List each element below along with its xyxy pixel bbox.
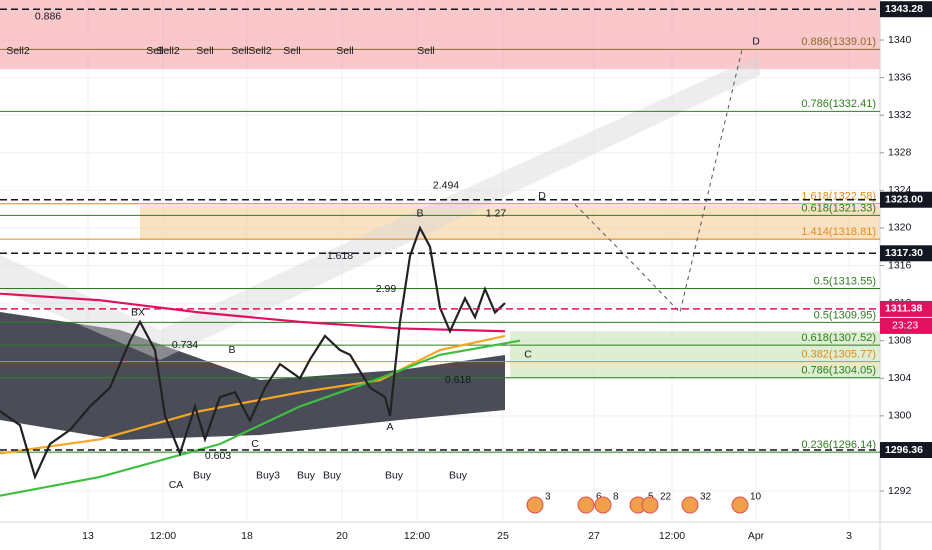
fib-label: 0.618(1321.33) [801,202,876,214]
y-tick-label: 1300 [888,410,912,422]
x-tick-label: 3 [846,530,852,542]
y-tick-label: 1292 [888,485,912,497]
fib-label: 0.886(1339.01) [801,36,876,48]
price-tag [880,191,932,208]
countdown: 23:23 [892,320,918,332]
y-tick-label: 1320 [888,222,912,234]
event-count: 22 [660,492,672,503]
annotation: BX [131,306,145,318]
annotation: Sell [336,45,354,57]
annotation: Sell [231,45,249,57]
annotation: 0.618 [445,374,471,386]
price-line [0,334,506,455]
event-icon [731,496,749,514]
fib-label: 0.382(1305.77) [801,349,876,361]
y-tick-label: 1328 [888,147,912,159]
annotation: D [538,190,546,202]
annotation: Sell2 [156,45,180,57]
event-icon [526,496,544,514]
ribbon [0,312,505,440]
price-tag-label: 1323.00 [885,194,923,206]
y-tick-label: 1336 [888,71,912,83]
event-count: 3 [545,492,551,503]
annotation: CA [169,479,184,491]
countdown-tag [880,317,932,334]
fib-label: 0.786(1332.41) [801,98,876,110]
fib-label: 1.618(1322.58) [801,191,876,203]
x-tick-label: 18 [241,530,253,542]
x-tick-label: 12:00 [150,530,176,542]
fib-label: 1.414(1318.81) [801,226,876,238]
fib-label: 0.786(1304.05) [801,365,876,377]
annotation: B [228,344,235,356]
event-count: 6 [596,492,602,503]
y-tick-label: 1340 [888,34,912,46]
event-icon [594,496,612,514]
annotation: 0.603 [205,450,231,462]
annotation: Buy3 [256,470,280,482]
event-icon [577,496,595,514]
annotation: 1.27 [486,208,507,220]
price-line [0,292,506,333]
price-tag [880,245,932,262]
annotation: 2.99 [376,283,397,295]
fib-label: 0.236(1296.14) [801,439,876,451]
price-line [0,225,506,481]
x-tick-label: Apr [748,530,765,542]
price-tag [880,300,932,317]
price-tag-label: 1311.38 [885,303,923,315]
annotation: Buy [297,470,316,482]
x-tick-label: 13 [82,530,94,542]
x-tick-label: 12:00 [404,530,430,542]
event-count: 10 [750,492,762,503]
annotation: A [386,421,393,433]
y-tick-label: 1316 [888,259,912,271]
event-icon [641,496,659,514]
annotation: 0.886 [35,10,61,22]
event-count: 32 [700,492,712,503]
annotation: 1.618 [327,250,353,262]
fib-label: 0.5(1309.95) [814,309,876,321]
price-tag [880,1,932,18]
price-tag [880,442,932,459]
annotation: Buy [323,470,342,482]
annotation: 2.494 [433,179,459,191]
annotation: Sell [196,45,214,57]
x-tick-label: 25 [497,530,509,542]
x-tick-label: 20 [336,530,348,542]
annotation: Buy [193,470,212,482]
price-tag-label: 1317.30 [885,247,923,259]
event-count: 8 [613,492,619,503]
fib-label: 0.618(1307.52) [801,332,876,344]
annotation: B [416,208,423,220]
y-tick-label: 1308 [888,334,912,346]
y-tick-label: 1332 [888,109,912,121]
annotation: Buy [449,470,468,482]
price-tag-label: 1296.36 [885,444,923,456]
zone [0,0,880,70]
annotation: C [524,349,532,361]
annotation: Buy [385,470,404,482]
price-line [0,339,521,497]
projection [574,49,743,314]
annotation: 0.734 [172,339,198,351]
annotation: C [251,438,259,450]
x-tick-label: 12:00 [659,530,685,542]
zone [140,205,880,241]
zone [510,331,880,379]
event-icon [681,496,699,514]
annotation: Sell [283,45,301,57]
annotation: Sell [417,45,435,57]
price-tag-label: 1343.28 [885,3,923,15]
annotation: D [752,36,760,48]
x-tick-label: 27 [588,530,600,542]
annotation: Sell2 [248,45,272,57]
fib-label: 0.5(1313.55) [814,275,876,287]
annotation: Sell2 [6,45,30,57]
annotation: Sell [146,45,164,57]
y-tick-label: 1304 [888,372,912,384]
